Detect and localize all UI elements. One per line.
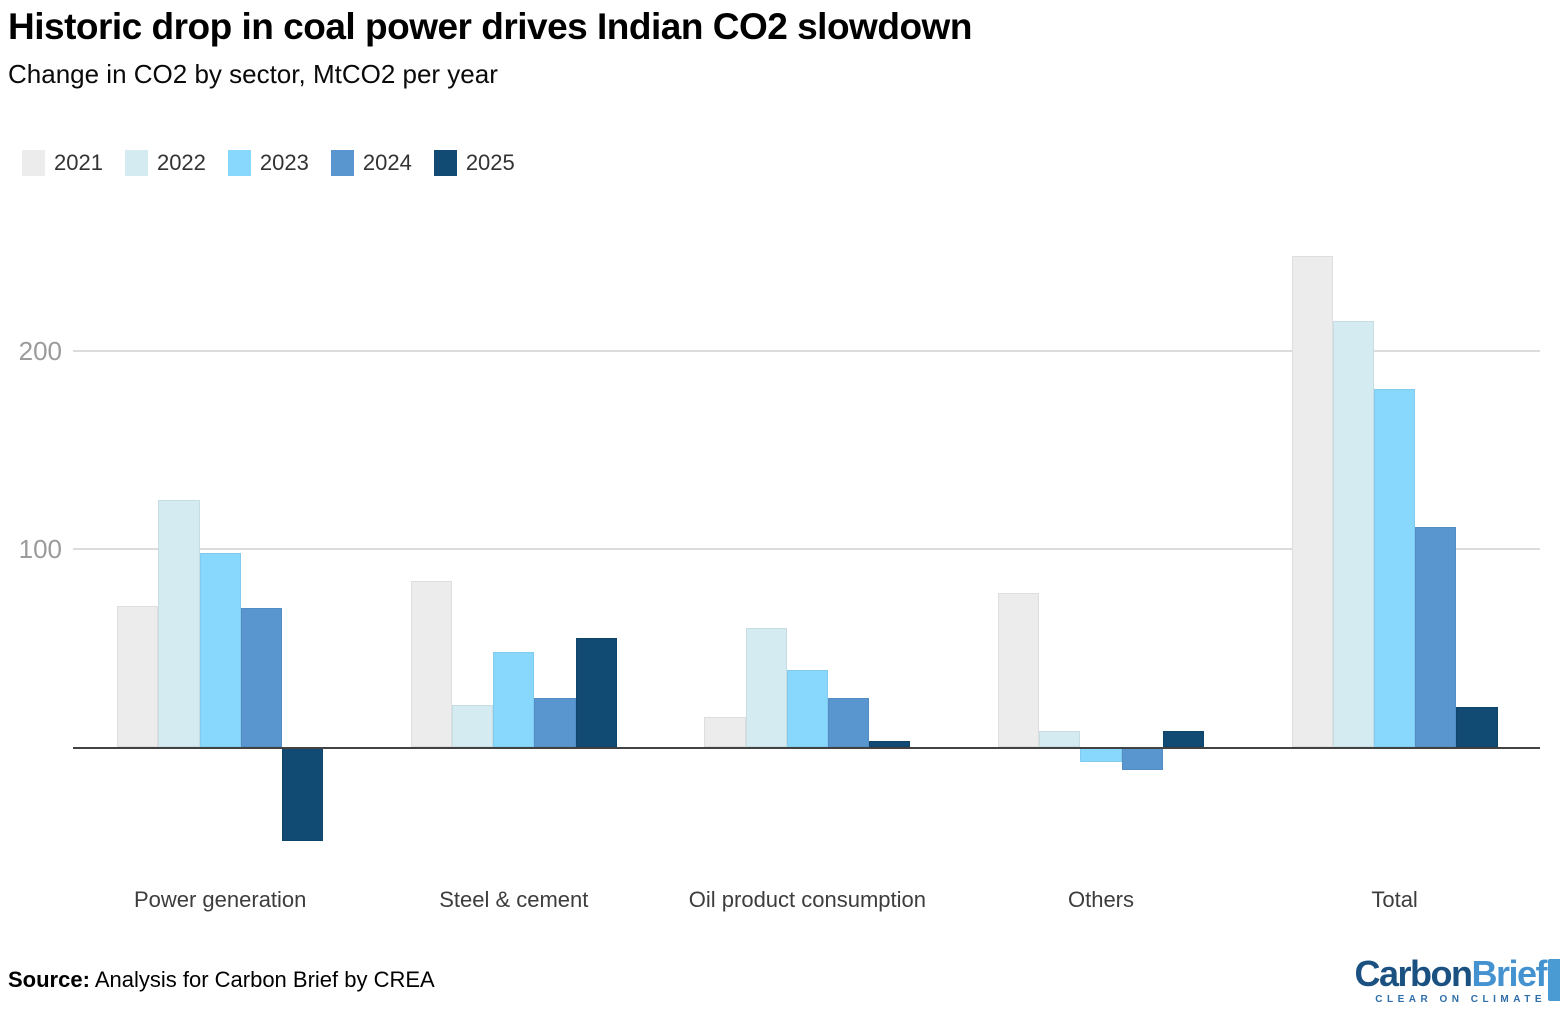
chart-subtitle: Change in CO2 by sector, MtCO2 per year	[8, 59, 498, 89]
bar-oil-product-consumption-2023[interactable]	[786, 669, 828, 747]
legend-swatch-2022	[124, 150, 148, 176]
bar-others-2024[interactable]	[1121, 748, 1163, 770]
bar-steel-cement-2023[interactable]	[493, 651, 535, 747]
bar-steel-cement-2024[interactable]	[534, 697, 576, 747]
logo-tagline: CLEAR ON CLIMATE	[1375, 994, 1546, 1005]
bar-oil-product-consumption-2021[interactable]	[704, 717, 746, 747]
legend-swatch-2024	[330, 150, 354, 176]
gridline-200	[73, 350, 1540, 352]
legend-item-2022[interactable]: 2022	[124, 150, 206, 176]
source-note: Source: Analysis for Carbon Brief by CRE…	[8, 967, 435, 993]
bar-steel-cement-2021[interactable]	[410, 580, 452, 747]
legend-label-2021: 2021	[54, 150, 103, 175]
bar-oil-product-consumption-2022[interactable]	[745, 628, 787, 747]
bar-power-generation-2024[interactable]	[240, 608, 282, 747]
bar-others-2022[interactable]	[1039, 731, 1081, 747]
logo-carbon: Carbon	[1354, 953, 1473, 994]
y-tick-label-200: 200	[18, 336, 62, 366]
legend-item-2023[interactable]: 2023	[227, 150, 309, 176]
legend-label-2024: 2024	[362, 150, 412, 175]
legend: 2021 2022 2023 2024 2025	[22, 150, 537, 176]
logo-brief: Brief	[1471, 953, 1547, 994]
legend-item-2025[interactable]: 2025	[433, 150, 515, 176]
legend-label-2025: 2025	[465, 150, 515, 175]
source-label: Source:	[8, 967, 90, 992]
gridline-100	[73, 548, 1540, 550]
bar-total-2022[interactable]	[1332, 321, 1374, 747]
bar-others-2021[interactable]	[998, 592, 1040, 747]
chart-title: Historic drop in coal power drives India…	[8, 6, 972, 47]
legend-swatch-2021	[22, 150, 45, 176]
y-tick-label-100: 100	[18, 534, 62, 564]
bar-steel-cement-2025[interactable]	[575, 638, 617, 747]
logo-wordmark: CarbonBrief	[1354, 953, 1547, 995]
legend-label-2023: 2023	[259, 150, 309, 175]
x-axis-label-oil-product-consumption: Oil product consumption	[688, 887, 926, 912]
bar-total-2021[interactable]	[1291, 255, 1333, 747]
bar-power-generation-2022[interactable]	[158, 499, 200, 747]
x-axis-label-power-generation: Power generation	[133, 887, 307, 912]
bar-oil-product-consumption-2024[interactable]	[828, 697, 870, 747]
bar-total-2024[interactable]	[1415, 527, 1457, 747]
legend-item-2021[interactable]: 2021	[22, 150, 103, 176]
bar-power-generation-2021[interactable]	[117, 606, 159, 747]
x-axis-label-total: Total	[1371, 887, 1418, 912]
bar-oil-product-consumption-2025[interactable]	[869, 741, 911, 747]
legend-item-2024[interactable]: 2024	[330, 150, 412, 176]
bar-power-generation-2023[interactable]	[199, 552, 241, 747]
x-axis-line	[73, 747, 1540, 749]
bar-total-2023[interactable]	[1374, 388, 1416, 747]
bar-steel-cement-2022[interactable]	[452, 705, 494, 747]
legend-swatch-2023	[227, 150, 251, 176]
bar-total-2025[interactable]	[1456, 707, 1498, 747]
bar-power-generation-2025[interactable]	[282, 748, 324, 842]
logo-block-icon	[1548, 959, 1560, 1001]
x-axis-label-others: Others	[1067, 887, 1135, 912]
x-axis-label-steel-cement: Steel & cement	[439, 887, 589, 912]
source-text: Analysis for Carbon Brief by CREA	[89, 967, 435, 992]
bar-others-2023[interactable]	[1080, 748, 1122, 762]
legend-label-2022: 2022	[156, 150, 206, 175]
carbonbrief-logo: CarbonBrief CLEAR ON CLIMATE	[1330, 953, 1560, 1013]
legend-swatch-2025	[433, 150, 457, 176]
bar-others-2025[interactable]	[1162, 731, 1204, 747]
